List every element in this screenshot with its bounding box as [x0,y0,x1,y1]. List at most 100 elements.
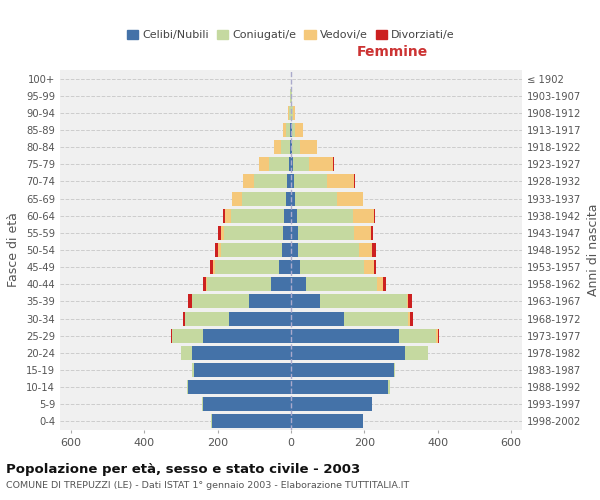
Bar [355,226,371,240]
Bar [287,174,291,188]
Bar [298,243,359,257]
Legend: Celibi/Nubili, Coniugati/e, Vedovi/e, Divorziati/e: Celibi/Nubili, Coniugati/e, Vedovi/e, Di… [123,25,459,44]
Bar [274,140,281,154]
Bar [290,123,291,137]
Bar [291,158,293,172]
Bar [296,208,353,222]
Bar [194,363,291,377]
Bar [286,123,290,137]
Bar [291,226,298,240]
Bar [282,243,291,257]
Bar [388,380,390,394]
Bar [333,158,334,172]
Bar [183,312,185,326]
Bar [300,260,364,274]
Bar [291,346,404,360]
Bar [232,192,241,205]
Bar [224,226,283,240]
Bar [371,243,376,257]
Bar [377,278,383,291]
Bar [291,328,399,342]
Text: Femmine: Femmine [357,45,428,59]
Bar [410,312,413,326]
Bar [291,88,292,102]
Bar [362,192,363,205]
Bar [320,294,407,308]
Bar [289,158,291,172]
Bar [295,192,337,205]
Bar [409,312,410,326]
Bar [171,328,172,342]
Bar [185,312,229,326]
Bar [407,294,409,308]
Bar [286,192,291,205]
Bar [211,414,212,428]
Bar [291,312,344,326]
Bar [202,398,203,411]
Bar [203,328,291,342]
Bar [327,174,355,188]
Bar [203,398,291,411]
Bar [373,208,376,222]
Bar [291,380,388,394]
Bar [221,243,282,257]
Bar [300,140,317,154]
Bar [259,158,269,172]
Bar [291,140,292,154]
Bar [192,294,249,308]
Bar [344,312,409,326]
Bar [230,208,284,222]
Bar [283,123,286,137]
Bar [218,243,221,257]
Bar [362,414,363,428]
Bar [409,294,412,308]
Y-axis label: Anni di nascita: Anni di nascita [587,204,600,296]
Bar [289,106,291,120]
Bar [291,398,371,411]
Bar [293,158,310,172]
Bar [221,226,224,240]
Bar [218,226,221,240]
Bar [290,88,291,102]
Bar [298,226,355,240]
Bar [291,294,320,308]
Bar [295,123,303,137]
Bar [212,414,291,428]
Bar [291,192,295,205]
Bar [203,278,206,291]
Bar [436,328,437,342]
Bar [394,363,395,377]
Bar [215,243,218,257]
Bar [291,123,292,137]
Bar [244,174,254,188]
Bar [371,226,373,240]
Bar [213,260,215,274]
Bar [437,328,439,342]
Bar [211,260,213,274]
Bar [269,158,289,172]
Bar [281,140,290,154]
Bar [187,380,188,394]
Text: Popolazione per età, sesso e stato civile - 2003: Popolazione per età, sesso e stato civil… [6,462,360,475]
Bar [371,398,373,411]
Bar [283,226,291,240]
Bar [229,312,291,326]
Bar [291,106,293,120]
Bar [359,243,371,257]
Bar [215,260,279,274]
Bar [172,328,203,342]
Bar [293,106,295,120]
Bar [271,278,291,291]
Bar [291,414,362,428]
Bar [294,174,327,188]
Bar [291,174,294,188]
Text: COMUNE DI TREPUZZI (LE) - Dati ISTAT 1° gennaio 2003 - Elaborazione TUTTITALIA.I: COMUNE DI TREPUZZI (LE) - Dati ISTAT 1° … [6,481,409,490]
Bar [241,192,286,205]
Bar [291,363,394,377]
Bar [353,208,373,222]
Bar [399,328,436,342]
Bar [279,260,291,274]
Bar [292,123,295,137]
Bar [291,208,296,222]
Bar [223,208,225,222]
